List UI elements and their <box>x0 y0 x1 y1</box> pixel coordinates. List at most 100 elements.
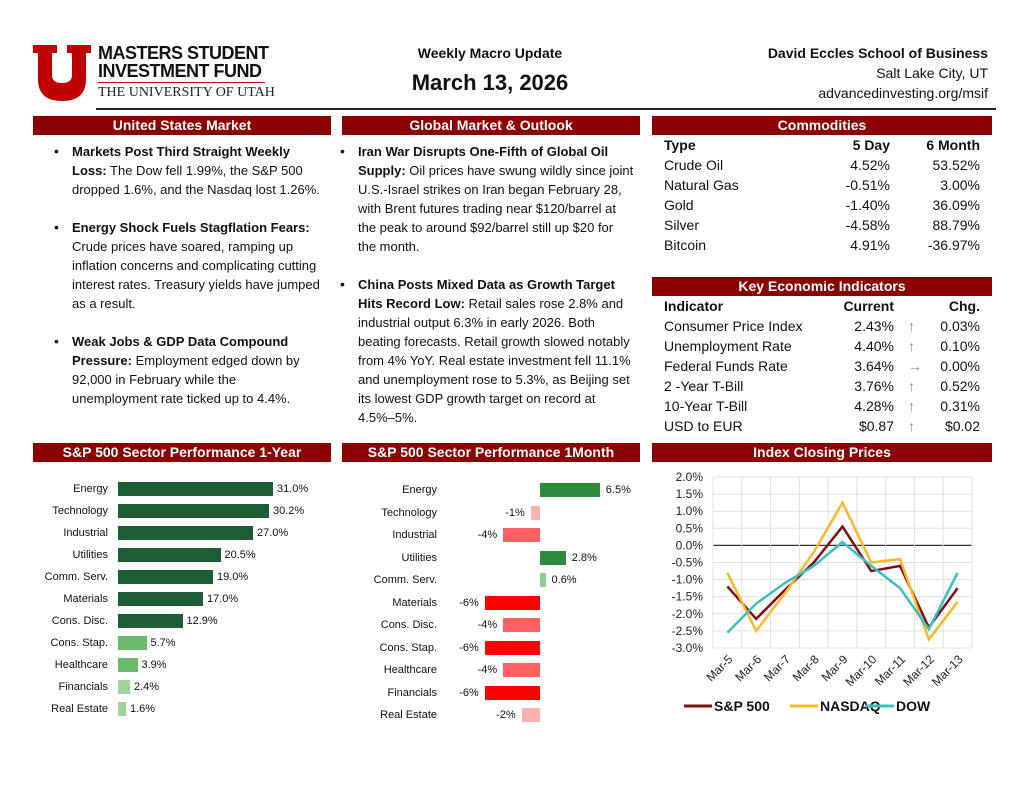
y-tick-label: -1.0% <box>672 573 704 587</box>
x-tick-label: Mar-8 <box>790 652 822 684</box>
series-line-dow <box>726 540 959 634</box>
global-bullet: Iran War Disrupts One-Fifth of Global Oi… <box>336 142 634 256</box>
col-5day: 5 Day <box>852 137 890 153</box>
arrow-up-icon: ↑ <box>908 318 915 334</box>
arrow-right-icon: → <box>908 358 922 374</box>
sector-1m-header: S&P 500 Sector Performance 1Month <box>342 443 640 462</box>
us-bullet: Weak Jobs & GDP Data Compound Pressure: … <box>50 332 322 408</box>
table-header: Indicator Current Chg. <box>664 298 980 318</box>
indicator-name: 2 -Year T-Bill <box>664 378 744 394</box>
series-line-nasdaq <box>726 499 959 643</box>
commodity-5day: -1.40% <box>845 197 890 213</box>
arrow-up-icon: ↑ <box>908 338 915 354</box>
indicator-name: 10-Year T-Bill <box>664 398 748 414</box>
indicator-current: 4.28% <box>854 398 894 414</box>
commodity-name: Gold <box>664 197 694 213</box>
x-tick-label: Mar-13 <box>929 652 966 689</box>
arrow-up-icon: ↑ <box>908 418 915 434</box>
col-change: Chg. <box>948 298 980 314</box>
x-tick-label: Mar-12 <box>900 652 937 689</box>
indicator-name: Consumer Price Index <box>664 318 803 334</box>
table-row: Crude Oil 4.52% 53.52% <box>664 157 980 177</box>
indicator-name: Federal Funds Rate <box>664 358 788 374</box>
commodity-name: Natural Gas <box>664 177 739 193</box>
indicator-current: 2.43% <box>854 318 894 334</box>
table-row: Consumer Price Index 2.43% ↑ 0.03% <box>664 318 980 338</box>
table-row: Gold -1.40% 36.09% <box>664 197 980 217</box>
table-row: Bitcoin 4.91% -36.97% <box>664 237 980 257</box>
table-row: Unemployment Rate 4.40% ↑ 0.10% <box>664 338 980 358</box>
indicator-current: 3.64% <box>854 358 894 374</box>
website-link[interactable]: advancedinvesting.org/msif <box>818 85 988 101</box>
indicator-change: 0.03% <box>940 318 980 334</box>
y-tick-label: -2.0% <box>672 607 704 621</box>
indicators-table: Indicator Current Chg. Consumer Price Index… <box>664 298 980 438</box>
city: Salt Lake City, UT <box>876 65 988 81</box>
y-tick-label: -1.5% <box>672 590 704 604</box>
indicator-change: 0.52% <box>940 378 980 394</box>
report-subtitle: Weekly Macro Update <box>417 45 563 61</box>
school-name: David Eccles School of Business <box>767 45 988 61</box>
us-market-bullets: Markets Post Third Straight Weekly Loss:… <box>50 142 322 427</box>
commodity-name: Crude Oil <box>664 157 724 173</box>
index-chart-header: Index Closing Prices <box>652 443 992 462</box>
table-row: USD to EUR $0.87 ↑ $0.02 <box>664 418 980 438</box>
indicator-change: 0.31% <box>940 398 980 414</box>
header-divider <box>96 108 996 110</box>
table-header: Type 5 Day 6 Month <box>664 137 980 157</box>
x-tick-label: Mar-10 <box>843 652 880 689</box>
y-tick-label: 2.0% <box>676 470 704 484</box>
commodity-6month: 88.79% <box>932 217 980 233</box>
indicator-current: $0.87 <box>858 418 894 434</box>
commodities-header: Commodities <box>652 116 992 135</box>
table-row: Silver -4.58% 88.79% <box>664 217 980 237</box>
us-market-header: United States Market <box>33 116 331 135</box>
x-tick-label: Mar-6 <box>732 652 764 684</box>
sector-1y-header: S&P 500 Sector Performance 1-Year <box>33 443 331 462</box>
commodity-5day: 4.91% <box>850 237 890 253</box>
commodity-name: Bitcoin <box>664 237 707 253</box>
col-indicator: Indicator <box>664 298 724 314</box>
indicator-current: 3.76% <box>854 378 894 394</box>
indicator-change: 0.00% <box>940 358 980 374</box>
col-6month: 6 Month <box>926 137 980 153</box>
commodity-6month: 36.09% <box>932 197 980 213</box>
global-market-header: Global Market & Outlook <box>342 116 640 135</box>
global-market-bullets: Iran War Disrupts One-Fifth of Global Oi… <box>336 142 634 446</box>
legend-label: S&P 500 <box>714 698 770 714</box>
y-tick-label: -2.5% <box>672 624 704 638</box>
table-row: Natural Gas -0.51% 3.00% <box>664 177 980 197</box>
y-tick-label: 1.0% <box>676 504 704 518</box>
logo-divider <box>98 82 265 83</box>
indicator-name: Unemployment Rate <box>664 338 792 354</box>
arrow-up-icon: ↑ <box>908 378 915 394</box>
commodity-5day: 4.52% <box>850 157 890 173</box>
indicators-header: Key Economic Indicators <box>652 277 992 296</box>
commodity-6month: 53.52% <box>932 157 980 173</box>
y-tick-label: 0.0% <box>676 538 704 552</box>
indicator-change: $0.02 <box>944 418 980 434</box>
table-row: Federal Funds Rate 3.64% → 0.00% <box>664 358 980 378</box>
y-tick-label: 0.5% <box>676 521 704 535</box>
logo-university: THE UNIVERSITY OF UTAH <box>98 85 275 100</box>
commodity-name: Silver <box>664 217 700 233</box>
y-tick-label: -0.5% <box>672 556 704 570</box>
us-bullet: Energy Shock Fuels Stagflation Fears: Cr… <box>50 218 322 313</box>
commodity-6month: -36.97% <box>927 237 980 253</box>
x-tick-label: Mar-7 <box>761 652 793 684</box>
col-current: Current <box>843 298 894 314</box>
legend-label: NASDAQ <box>820 698 881 714</box>
y-tick-label: -3.0% <box>672 641 704 655</box>
table-row: 10-Year T-Bill 4.28% ↑ 0.31% <box>664 398 980 418</box>
report-date: March 13, 2026 <box>411 70 569 95</box>
commodity-5day: -0.51% <box>845 177 890 193</box>
arrow-up-icon: ↑ <box>908 398 915 414</box>
legend-label: DOW <box>896 698 931 714</box>
university-u-logo <box>33 45 91 101</box>
commodity-5day: -4.58% <box>845 217 890 233</box>
logo-title: MASTERS STUDENT INVESTMENT FUND <box>98 43 269 81</box>
series-line-sp500 <box>726 524 959 630</box>
commodity-6month: 3.00% <box>940 177 980 193</box>
commodities-table: Type 5 Day 6 Month Crude Oil 4.52% 53.52% Natu… <box>664 137 980 257</box>
